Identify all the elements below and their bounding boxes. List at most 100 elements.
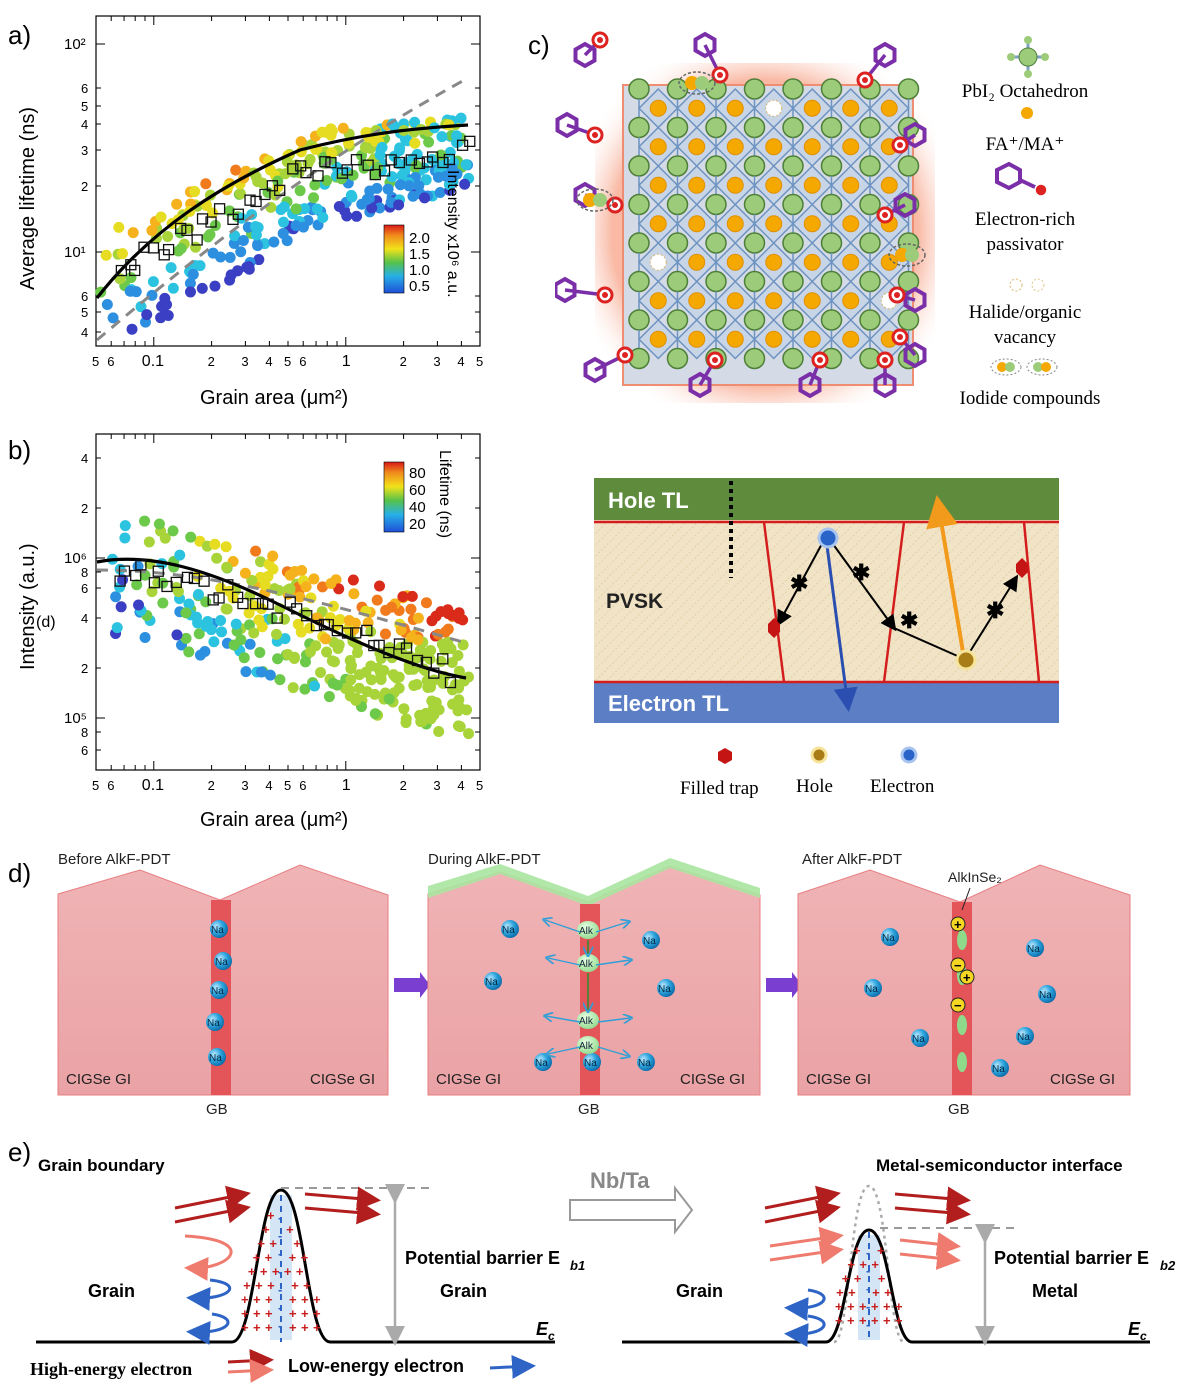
panel-a-colorbar-label: Intensity x10⁶ a.u. [444, 170, 461, 298]
charge-symbol [950, 997, 966, 1013]
data-point [220, 603, 232, 615]
data-point [239, 567, 251, 579]
y-tick-label: 6 [81, 743, 88, 758]
cation-site [765, 330, 783, 348]
cation-site [803, 330, 821, 348]
x-tick-label: 3 [433, 354, 440, 369]
data-point [412, 612, 424, 624]
svg-text:Alk: Alk [579, 959, 594, 970]
na-atom [642, 931, 660, 949]
data-point [224, 274, 236, 286]
panel-a-colorbar-tick: 1.5 [409, 246, 430, 263]
passivator-ring [555, 276, 577, 304]
alk-atom [577, 1036, 599, 1054]
svg-text:Na: Na [643, 936, 656, 947]
na-atom [637, 1053, 655, 1071]
data-point [207, 207, 219, 219]
svg-text:-: - [866, 1263, 870, 1278]
lattice-passivators [555, 31, 927, 399]
metal-semiconductor-title: Metal-semiconductor interface [876, 1156, 1123, 1175]
data-point [159, 532, 171, 544]
binned-point [232, 208, 245, 220]
data-point [187, 268, 199, 280]
data-point [446, 162, 458, 174]
svg-text:-: - [278, 1246, 282, 1261]
binned-point [198, 575, 210, 587]
data-point [382, 183, 394, 195]
svg-text:+: + [241, 1320, 249, 1335]
svg-text:c: c [548, 1329, 555, 1343]
data-point [236, 212, 248, 224]
data-point [420, 174, 432, 186]
data-point [453, 694, 465, 706]
data-point [442, 623, 454, 635]
data-point [174, 549, 186, 561]
svg-text:-: - [866, 1299, 870, 1314]
panel-c-perovskite-lattice [555, 31, 935, 403]
octahedron-site [666, 232, 689, 254]
data-point [406, 590, 418, 602]
binned-point [341, 164, 353, 176]
na-atom [208, 1048, 226, 1066]
svg-text:+: + [859, 1257, 867, 1272]
data-point [224, 251, 236, 263]
data-point [365, 626, 377, 638]
svg-text:CIGSe GI: CIGSe GI [680, 1071, 745, 1088]
svg-text:+: + [871, 1257, 879, 1272]
binned-point [350, 154, 363, 166]
octahedron-site [743, 232, 766, 254]
octahedron-site [628, 116, 650, 139]
hole-icon [810, 746, 828, 764]
y-tick-label: 4 [81, 325, 88, 340]
cation-site [649, 330, 667, 348]
svg-text:+: + [301, 1320, 309, 1335]
data-point [243, 619, 255, 631]
data-point [386, 171, 398, 183]
binned-point [291, 603, 303, 615]
octahedron-site [782, 116, 804, 139]
y-tick-label: 2 [81, 501, 88, 516]
data-point [348, 588, 360, 600]
binned-point [456, 139, 469, 151]
data-point [369, 169, 381, 181]
electron-carrier [817, 527, 839, 549]
svg-text:+: + [859, 1313, 867, 1328]
data-point [141, 309, 153, 321]
data-point [395, 641, 407, 653]
svg-text:+: + [878, 1271, 886, 1286]
octahedron-site [820, 78, 843, 100]
svg-text:-: - [866, 1245, 870, 1260]
x-tick-label: 6 [299, 354, 306, 369]
data-point [131, 579, 143, 591]
x-tick-label: 6 [299, 778, 306, 793]
cation-site [688, 215, 706, 233]
cation-site [688, 253, 706, 271]
y-tick-label: 6 [81, 289, 88, 304]
data-point [374, 580, 386, 592]
y-tick-label: 10² [64, 36, 86, 53]
data-point [244, 638, 256, 650]
data-point [445, 643, 457, 655]
data-point [425, 713, 437, 725]
electron-label: Electron [870, 776, 935, 797]
data-point [333, 200, 345, 212]
svg-text:+: + [253, 1292, 261, 1307]
x-tick-label: 4 [265, 778, 272, 793]
x-tick-label: 2 [208, 778, 215, 793]
y-tick-label: 5 [81, 305, 88, 320]
na-atom [864, 979, 882, 997]
svg-text:+: + [303, 1278, 311, 1293]
svg-text:+: + [253, 1320, 261, 1335]
na-atom [206, 1013, 224, 1031]
binned-point [411, 654, 424, 667]
left-band-diagram: ++ ++ + ++ + + ++ + + + ++ + + + ++ + + + + ++ + + + + ++ + + + + +--… [36, 1184, 585, 1346]
cation-site [842, 292, 860, 310]
panel-b-dashed-trend [96, 568, 467, 645]
hole-tl-layer [594, 478, 1059, 520]
cation-site [842, 176, 860, 194]
data-point [428, 701, 440, 713]
panel-b-colorbar-tick: 80 [409, 465, 426, 482]
data-point [278, 201, 290, 213]
stage-title: After AlkF-PDT [802, 851, 902, 868]
panel-c-label: c) [528, 30, 550, 60]
